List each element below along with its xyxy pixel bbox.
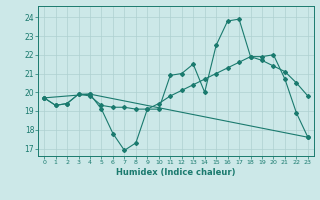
X-axis label: Humidex (Indice chaleur): Humidex (Indice chaleur)	[116, 168, 236, 177]
